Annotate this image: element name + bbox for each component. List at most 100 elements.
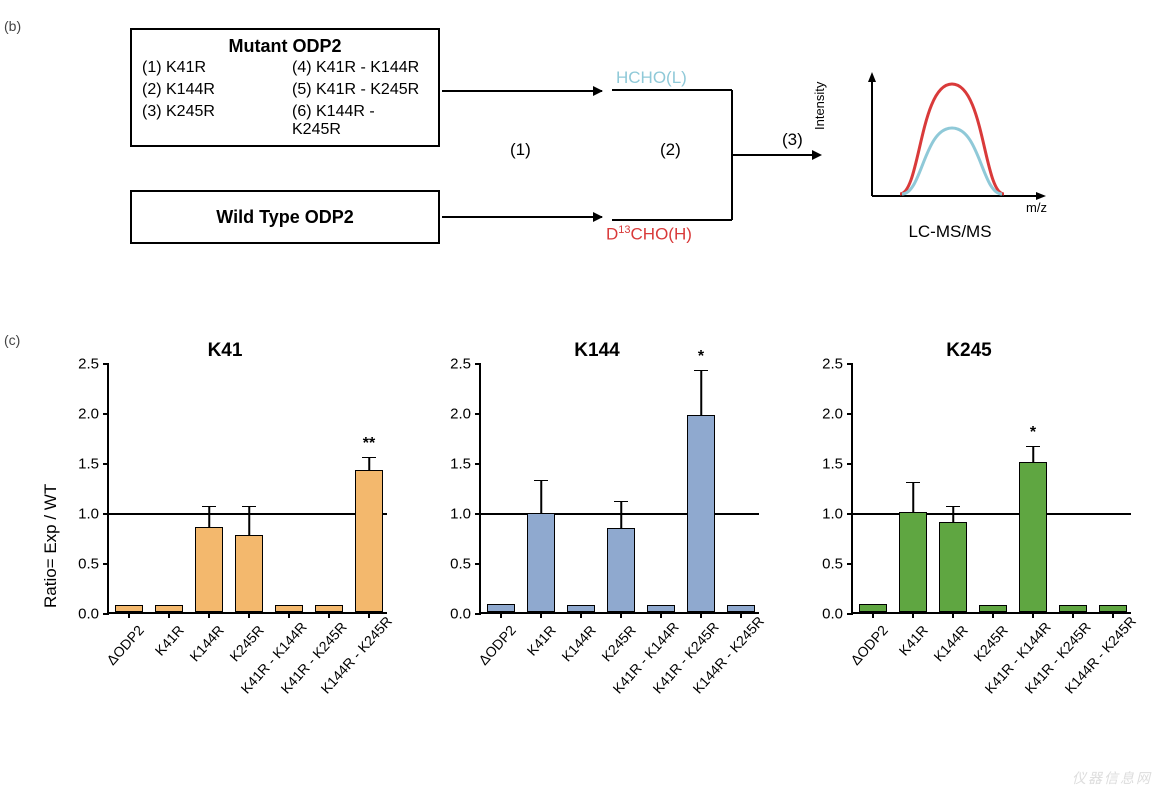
bar <box>979 605 1007 612</box>
error-bar <box>248 506 250 535</box>
plot-area: 0.00.51.01.52.02.5ΔODP2K41RK144RK245RK41… <box>479 364 759 614</box>
chart-title: K144 <box>427 340 767 362</box>
panel-b-label: (b) <box>4 18 21 34</box>
bar-slot <box>487 362 515 612</box>
significance-marker: ** <box>363 435 375 453</box>
bar-slot <box>275 362 303 612</box>
y-tick-label: 2.0 <box>822 406 843 423</box>
peak-svg <box>860 70 1050 210</box>
error-bar <box>700 370 702 415</box>
bar-slot <box>567 362 595 612</box>
y-tick <box>847 413 853 415</box>
error-bar <box>620 501 622 528</box>
bar <box>275 605 303 612</box>
error-bar <box>208 506 210 527</box>
arrow-mutant-to-label <box>442 90 602 92</box>
bar <box>487 604 515 612</box>
x-tick <box>660 612 662 618</box>
x-tick <box>872 612 874 618</box>
bar <box>527 513 555 612</box>
peak-x-axis-label: m/z <box>1026 200 1047 215</box>
x-tick <box>912 612 914 618</box>
x-tick <box>580 612 582 618</box>
significance-marker: * <box>698 348 704 366</box>
error-cap <box>202 506 216 508</box>
bar <box>939 522 967 612</box>
x-tick <box>952 612 954 618</box>
error-bar <box>1032 446 1034 462</box>
error-cap <box>614 501 628 503</box>
y-tick-label: 1.5 <box>450 456 471 473</box>
x-tick <box>500 612 502 618</box>
y-tick-label: 1.5 <box>78 456 99 473</box>
y-tick <box>103 613 109 615</box>
x-tick <box>168 612 170 618</box>
x-tick <box>740 612 742 618</box>
y-tick <box>847 563 853 565</box>
y-tick-label: 0.5 <box>78 556 99 573</box>
x-tick <box>992 612 994 618</box>
bar-slot <box>1099 362 1127 612</box>
y-tick <box>103 463 109 465</box>
error-bar <box>368 457 370 470</box>
x-tick <box>700 612 702 618</box>
bar <box>899 512 927 612</box>
error-cap <box>242 506 256 508</box>
y-tick <box>103 363 109 365</box>
bar-slot <box>899 362 927 612</box>
wt-odp2-box: Wild Type ODP2 <box>130 190 440 244</box>
y-tick-label: 1.0 <box>450 506 471 523</box>
bar <box>687 415 715 612</box>
y-tick <box>103 563 109 565</box>
plot-area: 0.00.51.01.52.02.5ΔODP2K41RK144RK245RK41… <box>107 364 387 614</box>
y-tick <box>475 563 481 565</box>
panel-c-label: (c) <box>4 332 20 348</box>
y-tick-label: 1.0 <box>822 506 843 523</box>
chart-title: K41 <box>55 340 395 362</box>
mutant-box-title: Mutant ODP2 <box>142 36 428 59</box>
plot-area: 0.00.51.01.52.02.5ΔODP2K41RK144RK245R*K4… <box>851 364 1131 614</box>
error-cap <box>534 480 548 482</box>
step-3-label: (3) <box>782 130 803 150</box>
y-tick <box>847 463 853 465</box>
bar-slot <box>195 362 223 612</box>
bar <box>727 605 755 612</box>
error-bar <box>952 506 954 522</box>
bar <box>607 528 635 612</box>
error-cap <box>906 482 920 484</box>
wt-box-label: Wild Type ODP2 <box>216 207 354 228</box>
significance-marker: * <box>1030 424 1036 442</box>
error-bar <box>540 480 542 513</box>
bar-slot <box>859 362 887 612</box>
bar-slot <box>979 362 1007 612</box>
bar-slot <box>235 362 263 612</box>
bar-slot: * <box>687 362 715 612</box>
x-tick <box>368 612 370 618</box>
y-tick <box>847 613 853 615</box>
mutant-item: (2) K144R <box>142 81 278 99</box>
bar <box>1099 605 1127 612</box>
bar <box>647 605 675 612</box>
mutant-list: (1) K41R(4) K41R - K144R(2) K144R(5) K41… <box>142 59 428 139</box>
x-tick <box>128 612 130 618</box>
bar <box>567 605 595 612</box>
bar <box>235 535 263 612</box>
y-tick-label: 0.0 <box>450 606 471 623</box>
bar <box>355 470 383 612</box>
y-tick <box>475 613 481 615</box>
bar-slot <box>939 362 967 612</box>
merge-lines <box>612 80 822 250</box>
y-tick-label: 2.0 <box>450 406 471 423</box>
y-tick-label: 0.5 <box>822 556 843 573</box>
chart-k144: K1440.00.51.01.52.02.5ΔODP2K41RK144RK245… <box>427 340 767 760</box>
step-2-label: (2) <box>660 140 681 160</box>
y-tick-label: 1.0 <box>78 506 99 523</box>
bar-slot <box>527 362 555 612</box>
y-tick-label: 2.5 <box>450 356 471 373</box>
x-tick <box>208 612 210 618</box>
mutant-item: (5) K41R - K245R <box>292 81 428 99</box>
error-cap <box>362 457 376 459</box>
y-tick <box>475 463 481 465</box>
bar-slot <box>647 362 675 612</box>
y-tick <box>475 363 481 365</box>
